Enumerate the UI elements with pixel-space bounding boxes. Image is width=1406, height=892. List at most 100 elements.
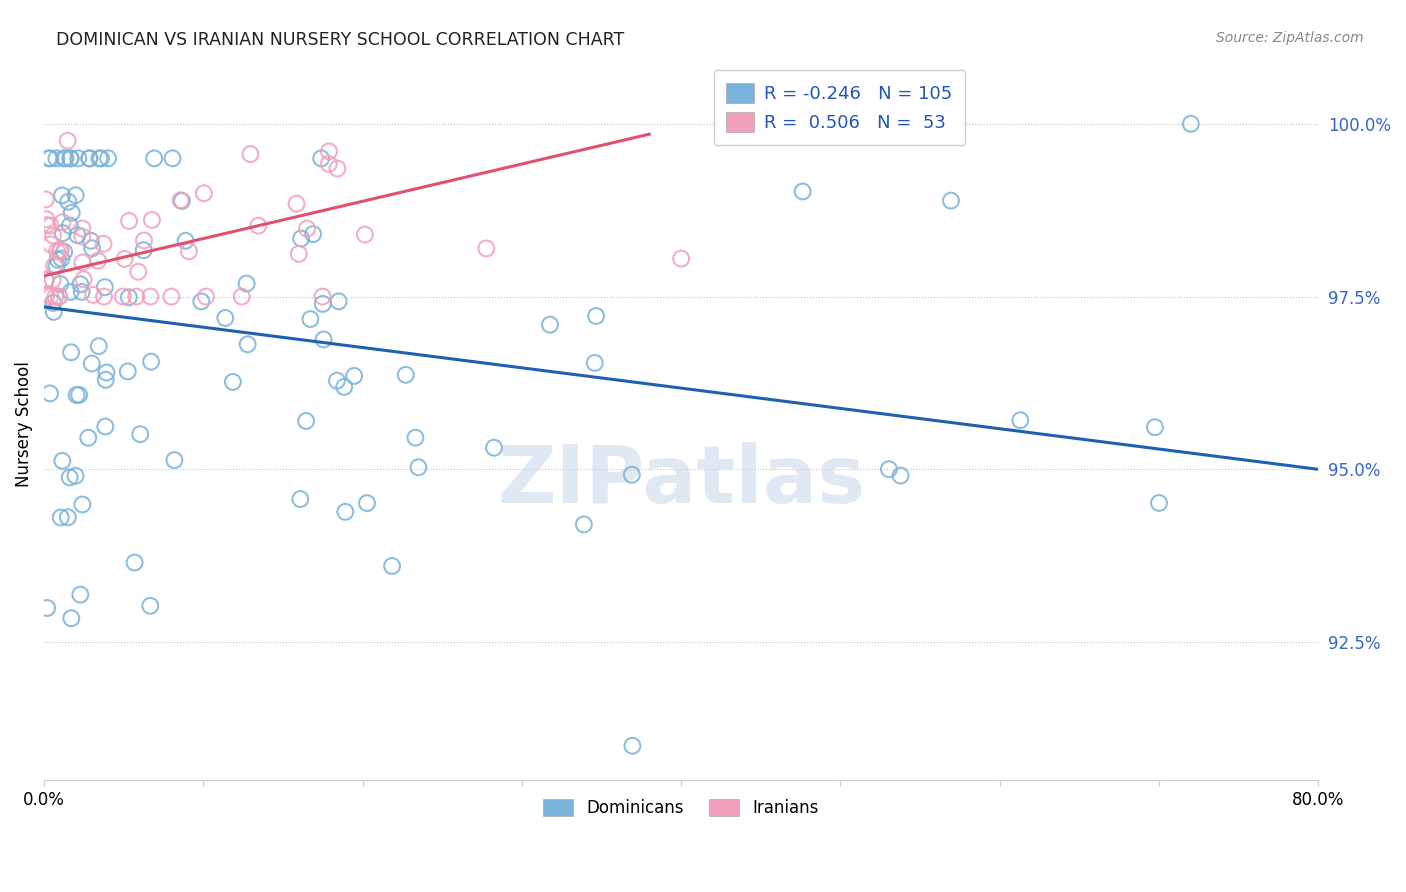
Point [309, 152, 332, 166]
Point [49, 510, 72, 524]
Point [94, 373, 117, 387]
Point [80, 234, 103, 248]
Point [35, 601, 58, 615]
Point [59, 219, 82, 233]
Point [132, 234, 155, 248]
Point [60, 345, 83, 359]
Point [35, 287, 58, 301]
Point [132, 244, 155, 258]
Point [58, 194, 80, 209]
Point [312, 297, 335, 311]
Point [583, 356, 606, 370]
Text: Source: ZipAtlas.com: Source: ZipAtlas.com [1216, 31, 1364, 45]
Point [45, 152, 67, 166]
Point [35, 218, 58, 232]
Point [70, 285, 93, 299]
Point [59, 285, 82, 299]
Point [42, 259, 65, 273]
Text: ZIPatlas: ZIPatlas [498, 442, 865, 520]
Point [139, 289, 162, 303]
Point [59, 152, 82, 166]
Point [343, 368, 366, 383]
Point [89, 152, 111, 166]
Point [877, 462, 900, 476]
Point [69, 277, 91, 292]
Point [335, 505, 357, 519]
Point [111, 289, 134, 303]
Point [41, 273, 63, 287]
Point [69, 588, 91, 602]
Point [190, 294, 212, 309]
Point [67, 152, 90, 166]
Point [231, 289, 253, 303]
Point [49, 244, 72, 258]
Point [177, 244, 200, 259]
Point [56, 510, 79, 524]
Point [49, 277, 72, 291]
Point [51, 188, 73, 202]
Point [46, 252, 69, 267]
Point [222, 375, 245, 389]
Point [66, 388, 89, 402]
Point [1180, 117, 1202, 131]
Point [51, 454, 73, 468]
Point [118, 214, 141, 228]
Point [39, 219, 62, 233]
Point [72, 498, 94, 512]
Point [290, 491, 312, 506]
Point [1143, 420, 1166, 434]
Point [42, 296, 65, 310]
Point [356, 496, 378, 510]
Point [65, 188, 87, 202]
Point [56, 134, 79, 148]
Point [475, 242, 498, 256]
Point [39, 237, 62, 252]
Point [118, 290, 141, 304]
Point [39, 289, 62, 303]
Legend: Dominicans, Iranians: Dominicans, Iranians [536, 790, 827, 825]
Point [93, 236, 115, 251]
Point [65, 468, 87, 483]
Point [318, 157, 340, 171]
Point [285, 196, 308, 211]
Point [48, 289, 70, 303]
Point [60, 206, 83, 220]
Point [620, 467, 643, 482]
Point [51, 252, 73, 266]
Point [669, 252, 692, 266]
Point [295, 221, 318, 235]
Point [87, 253, 110, 268]
Point [124, 556, 146, 570]
Y-axis label: Nursery School: Nursery School [15, 361, 32, 487]
Point [239, 147, 262, 161]
Point [170, 194, 193, 208]
Point [42, 228, 65, 243]
Point [82, 288, 104, 302]
Point [35, 273, 58, 287]
Point [129, 427, 152, 442]
Point [114, 252, 136, 266]
Point [59, 152, 82, 166]
Point [381, 558, 404, 573]
Point [141, 213, 163, 227]
Point [1010, 413, 1032, 427]
Point [67, 388, 90, 402]
Point [59, 470, 82, 484]
Point [38, 152, 60, 166]
Point [890, 468, 912, 483]
Point [288, 247, 311, 261]
Point [214, 310, 236, 325]
Point [162, 152, 184, 166]
Point [53, 244, 76, 259]
Point [295, 414, 318, 428]
Point [333, 380, 356, 394]
Point [60, 611, 83, 625]
Point [46, 244, 69, 259]
Point [87, 339, 110, 353]
Point [72, 229, 94, 244]
Point [302, 227, 325, 241]
Point [93, 289, 115, 303]
Point [35, 193, 58, 207]
Point [326, 161, 349, 176]
Point [312, 333, 335, 347]
